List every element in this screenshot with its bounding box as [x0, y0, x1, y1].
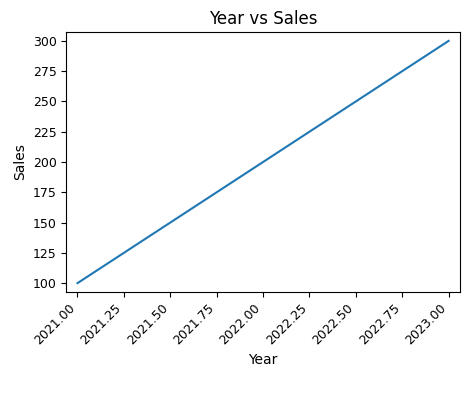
- Title: Year vs Sales: Year vs Sales: [209, 10, 317, 28]
- Y-axis label: Sales: Sales: [13, 143, 27, 181]
- X-axis label: Year: Year: [248, 353, 278, 367]
